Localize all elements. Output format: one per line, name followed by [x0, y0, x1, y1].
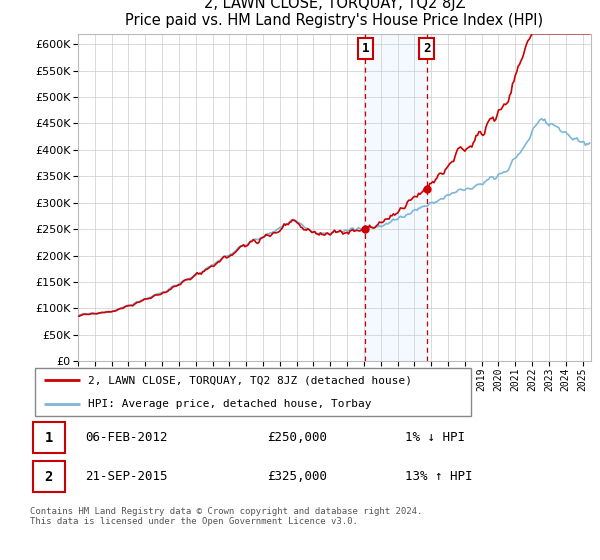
- Text: HPI: Average price, detached house, Torbay: HPI: Average price, detached house, Torb…: [89, 399, 372, 409]
- Text: 2: 2: [44, 470, 53, 484]
- Text: 1: 1: [362, 42, 369, 55]
- Text: 2: 2: [423, 42, 430, 55]
- Text: 1: 1: [44, 431, 53, 445]
- FancyBboxPatch shape: [33, 461, 65, 492]
- Text: £250,000: £250,000: [268, 431, 328, 445]
- Text: 21-SEP-2015: 21-SEP-2015: [85, 470, 168, 483]
- FancyBboxPatch shape: [33, 422, 65, 453]
- Text: £325,000: £325,000: [268, 470, 328, 483]
- Text: 1% ↓ HPI: 1% ↓ HPI: [406, 431, 466, 445]
- Text: 06-FEB-2012: 06-FEB-2012: [85, 431, 168, 445]
- Title: 2, LAWN CLOSE, TORQUAY, TQ2 8JZ
Price paid vs. HM Land Registry's House Price In: 2, LAWN CLOSE, TORQUAY, TQ2 8JZ Price pa…: [125, 0, 544, 28]
- Bar: [365, 34, 427, 361]
- FancyBboxPatch shape: [35, 368, 471, 416]
- Text: Contains HM Land Registry data © Crown copyright and database right 2024.
This d: Contains HM Land Registry data © Crown c…: [30, 507, 422, 526]
- Text: 2, LAWN CLOSE, TORQUAY, TQ2 8JZ (detached house): 2, LAWN CLOSE, TORQUAY, TQ2 8JZ (detache…: [89, 375, 413, 385]
- Text: 13% ↑ HPI: 13% ↑ HPI: [406, 470, 473, 483]
